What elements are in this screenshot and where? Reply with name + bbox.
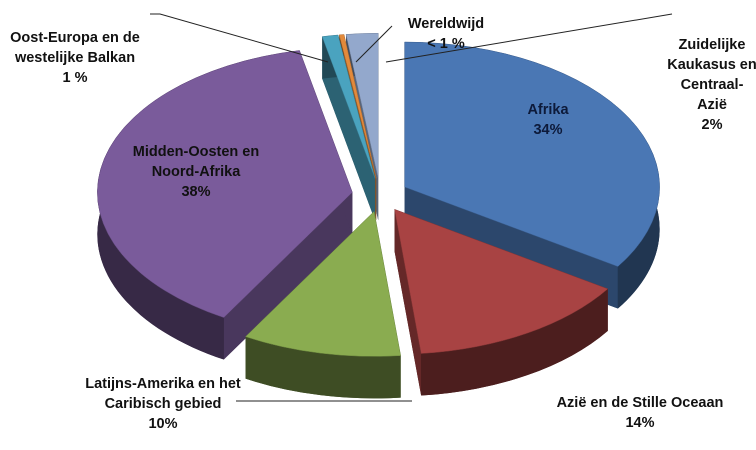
value-label: 38%	[181, 184, 211, 200]
category-label: Zuidelijke Kaukasus en Centraal-Azië	[667, 37, 756, 113]
data-label: Afrika 34%	[503, 100, 593, 140]
data-label: Latijns-Amerika en het Caribisch gebied 1…	[76, 374, 251, 434]
data-label: Azië en de Stille Oceaan 14%	[555, 393, 725, 433]
data-label: Wereldwijd < 1 %	[391, 14, 501, 54]
leader-line	[385, 13, 673, 63]
leader-lines	[150, 13, 673, 402]
data-label: Oost-Europa en de westelijke Balkan 1 %	[0, 28, 155, 88]
value-label: 14%	[625, 415, 655, 431]
slice-edge	[223, 192, 353, 360]
category-label: Afrika	[527, 102, 569, 118]
data-label: Midden-Oosten en Noord-Afrika 38%	[111, 142, 281, 202]
category-label: Oost-Europa en de westelijke Balkan	[10, 30, 140, 66]
slice-wall	[421, 288, 608, 396]
value-label: 10%	[148, 416, 178, 432]
pie-slice	[394, 208, 609, 354]
slice-edge	[322, 36, 376, 221]
value-label: 1 %	[62, 70, 88, 86]
category-label: Wereldwijd	[407, 16, 485, 32]
pie-slice	[345, 32, 379, 179]
pie-slice	[338, 34, 377, 179]
slice-wall	[245, 336, 401, 399]
slice-edge	[394, 209, 422, 396]
pie-slice	[245, 210, 401, 357]
value-label: 34%	[533, 122, 563, 138]
category-label: Azië en de Stille Oceaan	[556, 395, 724, 411]
leader-line	[150, 13, 329, 63]
category-label: Latijns-Amerika en het Caribisch gebied	[85, 376, 241, 412]
category-label: Midden-Oosten en Noord-Afrika	[132, 144, 260, 180]
leader-line	[355, 25, 393, 63]
pie-slice	[404, 41, 660, 267]
value-label: < 1 %	[427, 36, 465, 52]
data-label: Zuidelijke Kaukasus en Centraal-Azië 2%	[667, 35, 756, 135]
value-label: 2%	[701, 117, 723, 133]
pie-tops	[97, 32, 660, 357]
pie-slice	[97, 50, 353, 318]
pie-slice	[321, 34, 376, 179]
